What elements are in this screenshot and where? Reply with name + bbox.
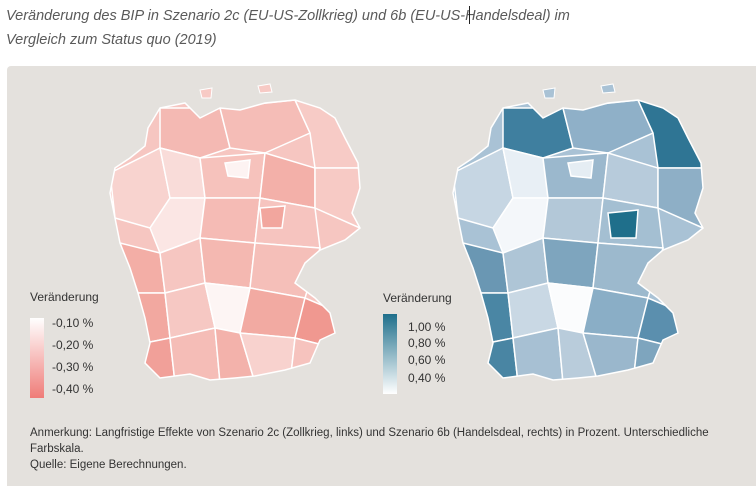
left-legend-title: Veränderung (30, 290, 99, 304)
title-line-1: Veränderung des BIP in Szenario 2c (EU-U… (6, 8, 570, 24)
right-legend-title: Veränderung (383, 291, 452, 305)
right-legend-label: 0,60 % (408, 353, 446, 367)
title-line-2: Vergleich zum Status quo (2019) (6, 32, 217, 48)
figure-title: Veränderung des BIP in Szenario 2c (EU-U… (6, 4, 606, 52)
germany-map-right (452, 83, 704, 381)
left-legend-bar (30, 318, 44, 398)
source-line: Quelle: Eigene Berechnungen. (30, 459, 187, 471)
figure-note: Anmerkung: Langfristige Effekte von Szen… (30, 425, 740, 473)
right-legend-bar (383, 314, 397, 394)
left-legend-label: -0,10 % (52, 316, 94, 330)
right-legend-label: 0,40 % (408, 371, 446, 385)
right-legend-label: 0,80 % (408, 336, 446, 350)
left-legend-label: -0,30 % (52, 360, 94, 374)
left-legend-label: -0,40 % (52, 382, 94, 396)
left-legend-label: -0,20 % (52, 338, 94, 352)
germany-map-left (109, 83, 361, 381)
note-line-1: Anmerkung: Langfristige Effekte von Szen… (30, 427, 709, 439)
note-line-2: Farbskala. (30, 443, 84, 455)
right-legend-label: 1,00 % (408, 320, 446, 334)
text-cursor (469, 6, 470, 24)
